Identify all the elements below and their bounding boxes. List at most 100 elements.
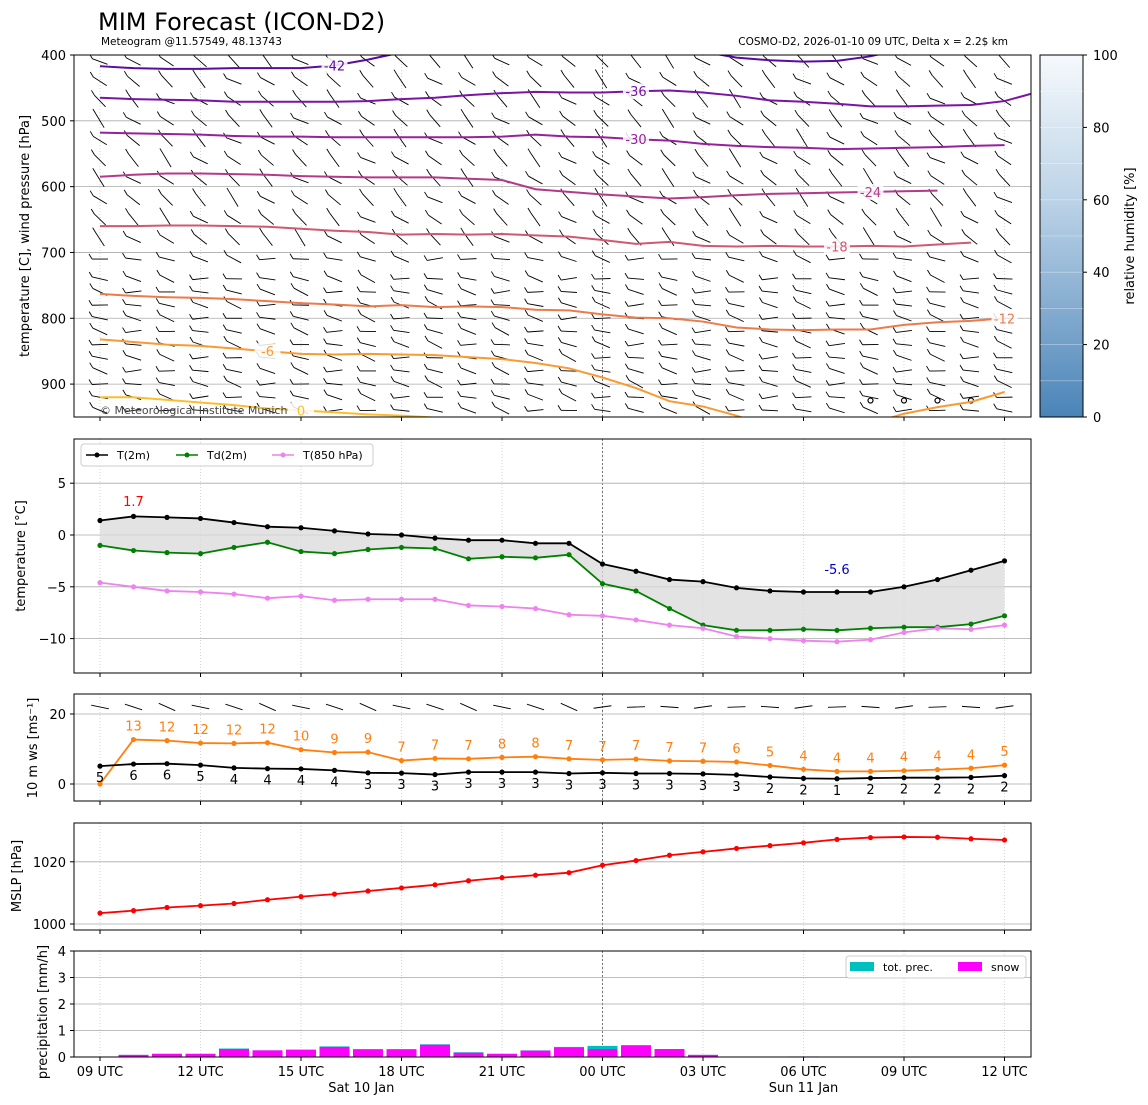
wind-barb xyxy=(295,213,307,226)
wind-barb xyxy=(763,56,777,68)
series-point-2 xyxy=(432,596,438,602)
ws-point-1 xyxy=(934,775,941,781)
wind-barb-flag xyxy=(759,336,763,343)
wind-barb-flag xyxy=(960,336,964,343)
wind-barb xyxy=(192,381,209,387)
wind-barb-flag xyxy=(189,353,193,360)
series-point-2 xyxy=(130,584,137,590)
wind-barb-flag xyxy=(693,55,697,59)
wind-barb xyxy=(428,214,442,225)
wind-barb-flag xyxy=(691,350,696,356)
wind-barb-flag xyxy=(390,313,394,320)
snow-bar xyxy=(319,1046,350,1057)
wind-barb xyxy=(694,257,712,261)
wind-barb-flag xyxy=(693,71,698,77)
wind-barb xyxy=(896,394,912,401)
wind-barb xyxy=(494,290,510,294)
series-point-0 xyxy=(800,589,807,595)
wind-barb-flag xyxy=(88,379,93,385)
wind-barb xyxy=(95,173,105,188)
wind-barb-flag xyxy=(524,252,529,258)
wind-barb-flag xyxy=(259,168,264,174)
wind-barb xyxy=(326,290,343,294)
wind-barb xyxy=(326,330,343,333)
wind-barb xyxy=(527,409,544,412)
wind-barb xyxy=(226,408,242,413)
snow-bar xyxy=(453,1052,484,1057)
surface-wind-barb xyxy=(727,706,746,708)
y-tick-label: −10 xyxy=(39,633,66,648)
wind-barb-flag xyxy=(893,111,898,118)
wind-barb xyxy=(594,289,611,294)
y-tick-label: 1000 xyxy=(33,918,66,933)
wind-barb xyxy=(762,215,778,224)
wind-barb-flag xyxy=(591,353,595,359)
wind-barb xyxy=(427,328,443,334)
wind-barb-flag xyxy=(524,298,529,304)
wind-barb xyxy=(228,114,240,127)
wind-barb xyxy=(159,175,175,185)
ws-value-label: 6 xyxy=(732,742,740,757)
wind-barb xyxy=(360,256,376,262)
wind-barb-flag xyxy=(758,365,763,371)
surface-wind-barb xyxy=(760,705,780,709)
wind-barb xyxy=(394,156,409,165)
snow-bar xyxy=(185,1053,216,1057)
wind-barb xyxy=(360,393,376,402)
wind-barb xyxy=(896,57,912,66)
ws-value-label: 13 xyxy=(125,720,142,735)
wind-barb-flag xyxy=(926,326,930,332)
day-label: Sat 10 Jan xyxy=(328,1081,394,1096)
wind-barb xyxy=(259,288,276,296)
surface-wind-barb xyxy=(392,704,411,710)
wind-barb xyxy=(896,235,912,244)
snow-bar xyxy=(587,1049,618,1057)
wind-barb xyxy=(528,57,543,67)
wind-barb xyxy=(764,74,776,88)
wind-barb-flag xyxy=(526,55,530,58)
wind-barb xyxy=(561,156,577,164)
wind-barb-flag xyxy=(661,227,666,233)
wind-barb xyxy=(728,342,745,347)
wind-barb-flag xyxy=(658,322,663,329)
wind-barb-flag xyxy=(658,300,662,306)
wind-barb-flag xyxy=(926,365,930,372)
wind-barb xyxy=(463,113,474,128)
wind-barb-flag xyxy=(222,324,227,330)
wind-barb xyxy=(762,277,778,281)
wind-barb-flag xyxy=(192,128,197,135)
mslp-point xyxy=(901,834,907,840)
wind-barb-flag xyxy=(457,402,462,408)
wind-barb-flag xyxy=(356,377,361,383)
wind-barb-flag xyxy=(390,210,395,217)
wind-barb xyxy=(662,76,677,86)
wind-barb-flag xyxy=(457,283,462,290)
series-line-1 xyxy=(99,541,1005,632)
ws-value-label: 3 xyxy=(498,777,506,792)
wind-barb-flag xyxy=(88,271,93,278)
wind-barb-flag xyxy=(557,376,562,383)
wind-barb-flag xyxy=(356,326,361,332)
wind-barb xyxy=(361,234,375,245)
mslp-point xyxy=(197,903,204,909)
wind-barb xyxy=(561,393,577,402)
wind-barb xyxy=(562,115,576,126)
wind-barb-flag xyxy=(993,132,998,138)
wind-barb xyxy=(461,76,476,86)
wind-barb xyxy=(159,314,175,323)
wind-barb xyxy=(259,257,276,261)
wind-barb-flag xyxy=(524,309,529,316)
wind-barb-flag xyxy=(895,89,900,95)
surface-wind-barb xyxy=(225,703,243,711)
wind-barb-flag xyxy=(359,188,363,195)
wind-barb-flag xyxy=(256,363,261,369)
wind-barb-flag xyxy=(323,310,328,316)
wind-barb xyxy=(728,303,745,308)
wind-barb-flag xyxy=(559,170,563,176)
y-tick-label: 0 xyxy=(58,778,66,793)
wind-barb xyxy=(192,316,209,320)
wind-barb xyxy=(561,256,577,262)
ws-point-1 xyxy=(666,770,673,777)
wind-barb xyxy=(695,290,711,294)
wind-barb-flag xyxy=(356,365,361,372)
